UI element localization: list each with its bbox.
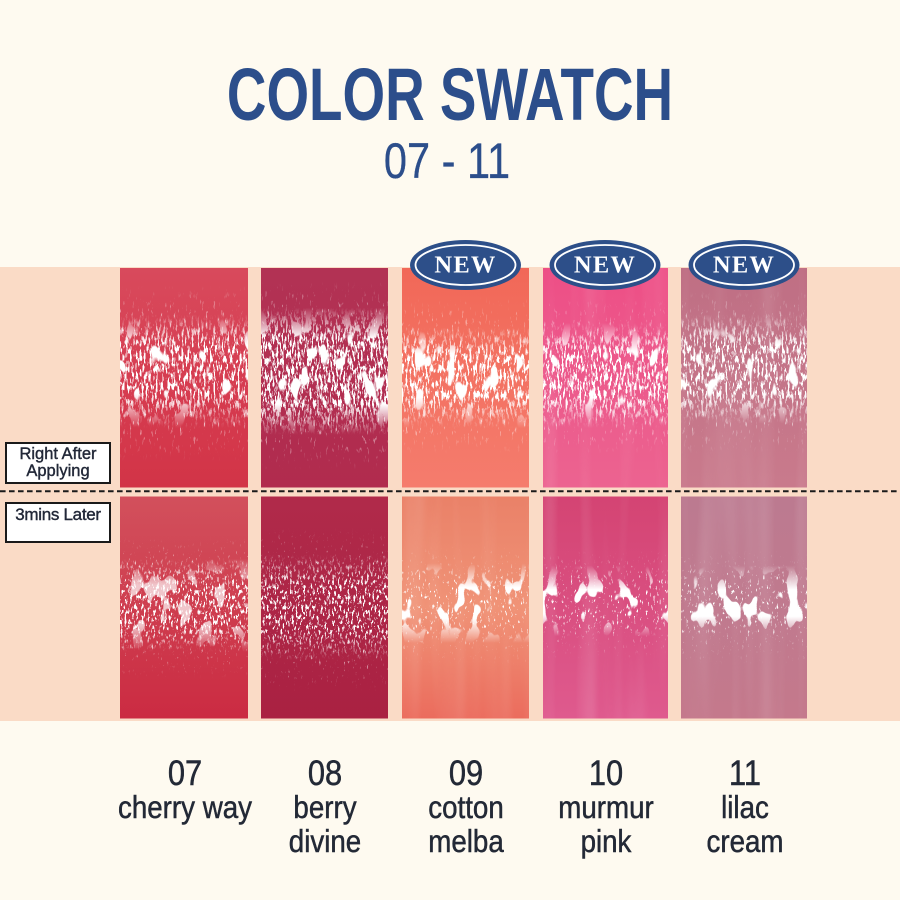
svg-text:NEW: NEW	[434, 252, 496, 279]
svg-text:NEW: NEW	[713, 252, 775, 279]
svg-text:NEW: NEW	[574, 252, 636, 279]
